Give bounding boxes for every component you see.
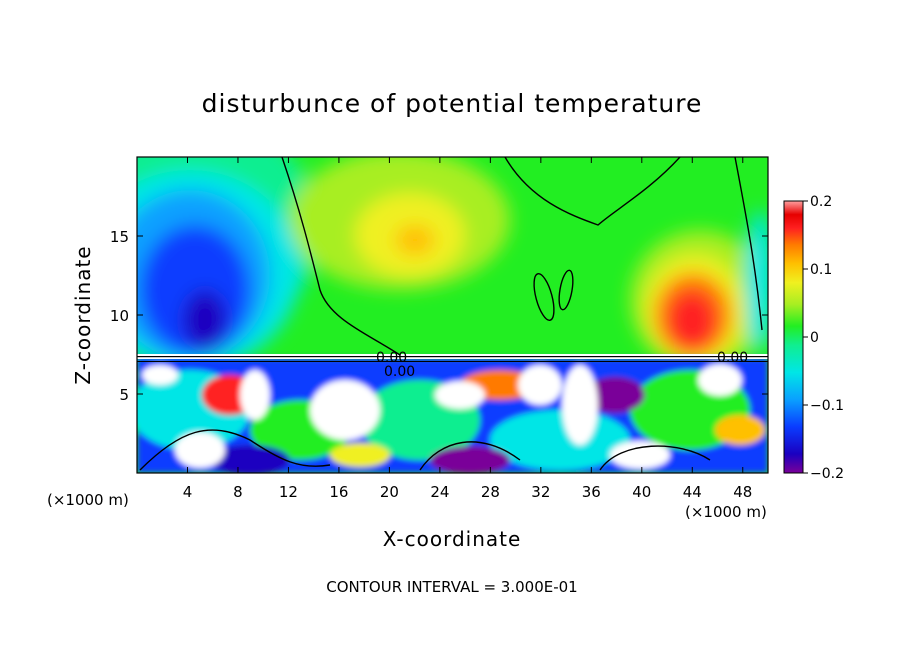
colorbar-tick-label: 0 xyxy=(810,330,819,346)
colorbar-tick-label: −0.2 xyxy=(810,466,844,482)
x-unit-label: (×1000 m) xyxy=(47,491,129,509)
contour-interval-note: CONTOUR INTERVAL = 3.000E-01 xyxy=(326,578,577,596)
x-tick-label: 40 xyxy=(632,483,651,501)
y-tick-label: 5 xyxy=(119,386,129,404)
contour-label: 0.00 xyxy=(717,350,748,366)
chart-title: disturbunce of potential temperature xyxy=(202,89,703,118)
x-tick-label: 20 xyxy=(380,483,399,501)
colorbar-tick-label: 0.1 xyxy=(810,262,832,278)
x-axis-label: X-coordinate xyxy=(383,527,522,551)
x-tick-label: 24 xyxy=(430,483,449,501)
x-tick-label: 16 xyxy=(329,483,348,501)
x-unit-label-right: (×1000 m) xyxy=(685,503,767,521)
contour-label: 0.00 xyxy=(384,364,415,380)
x-tick-label: 48 xyxy=(733,483,752,501)
x-axis: 4 8 12 16 20 24 28 32 36 40 44 48 xyxy=(183,157,752,501)
x-tick-label: 44 xyxy=(683,483,702,501)
x-tick-label: 8 xyxy=(233,483,243,501)
y-tick-label: 15 xyxy=(110,228,129,246)
colorbar-gradient xyxy=(783,200,804,474)
y-axis: 5 10 15 xyxy=(110,228,768,404)
contour-label: 0.00 xyxy=(376,350,407,366)
y-tick-label: 10 xyxy=(110,307,129,325)
x-tick-label: 4 xyxy=(183,483,193,501)
x-tick-label: 32 xyxy=(531,483,550,501)
colorbar-tick-label: −0.1 xyxy=(810,398,844,414)
heatmap-field xyxy=(137,157,768,473)
colorbar: 0.2 0.1 0 −0.1 −0.2 xyxy=(783,194,844,482)
x-tick-label: 28 xyxy=(481,483,500,501)
x-tick-label: 36 xyxy=(582,483,601,501)
colorbar-tick-label: 0.2 xyxy=(810,194,832,210)
y-axis-label: Z-coordinate xyxy=(71,245,95,384)
x-tick-label: 12 xyxy=(279,483,298,501)
